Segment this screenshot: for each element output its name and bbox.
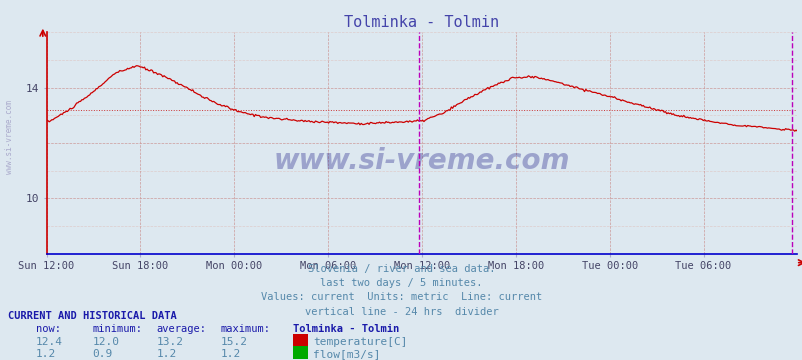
Text: Slovenia / river and sea data.: Slovenia / river and sea data. [307,264,495,274]
Text: temperature[C]: temperature[C] [313,337,407,347]
Text: 1.2: 1.2 [156,349,176,359]
Text: 12.4: 12.4 [36,337,63,347]
Text: 12.0: 12.0 [92,337,119,347]
Text: maximum:: maximum: [221,324,270,334]
Text: vertical line - 24 hrs  divider: vertical line - 24 hrs divider [304,307,498,317]
Text: www.si-vreme.com: www.si-vreme.com [273,147,569,175]
Text: 13.2: 13.2 [156,337,184,347]
Text: 1.2: 1.2 [36,349,56,359]
Text: average:: average: [156,324,206,334]
Text: Tolminka - Tolmin: Tolminka - Tolmin [293,324,399,334]
Text: 15.2: 15.2 [221,337,248,347]
Text: 1.2: 1.2 [221,349,241,359]
Text: Values: current  Units: metric  Line: current: Values: current Units: metric Line: curr… [261,292,541,302]
Text: 0.9: 0.9 [92,349,112,359]
Text: www.si-vreme.com: www.si-vreme.com [5,100,14,174]
Text: flow[m3/s]: flow[m3/s] [313,349,380,359]
Text: now:: now: [36,324,61,334]
Title: Tolminka - Tolmin: Tolminka - Tolmin [344,15,499,30]
Text: minimum:: minimum: [92,324,142,334]
Text: CURRENT AND HISTORICAL DATA: CURRENT AND HISTORICAL DATA [8,311,176,321]
Text: last two days / 5 minutes.: last two days / 5 minutes. [320,278,482,288]
